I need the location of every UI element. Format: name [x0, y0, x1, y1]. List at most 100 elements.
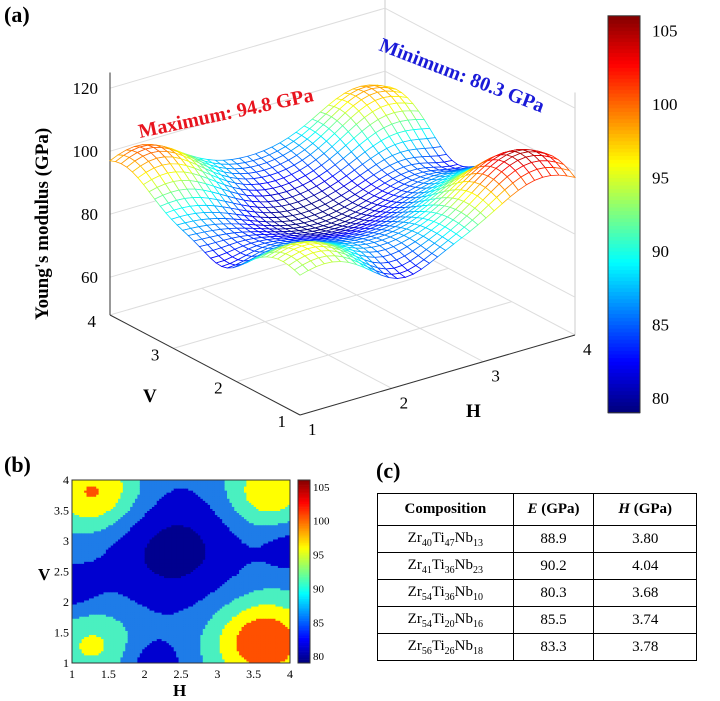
contour-cell: [79, 626, 83, 629]
contour-cell: [139, 644, 143, 648]
contour-cell: [86, 500, 90, 503]
contour-cell: [120, 610, 124, 613]
contour-cell: [91, 604, 95, 607]
contour-cell: [72, 636, 75, 640]
contour-cell: [142, 593, 146, 597]
contour-cell: [84, 498, 88, 501]
contour-cell: [110, 534, 114, 538]
contour-cell: [120, 593, 124, 597]
contour-cell: [115, 585, 119, 589]
contour-cell: [81, 577, 85, 581]
contour-cell: [86, 640, 90, 644]
contour-cell: [164, 518, 167, 522]
contour-cell: [122, 599, 126, 603]
contour-cell: [139, 545, 143, 548]
contour-cell: [81, 658, 85, 662]
contour-cell: [84, 591, 88, 595]
contour-cell: [161, 638, 165, 642]
contour-cell: [151, 648, 155, 652]
contour-cell: [137, 510, 141, 514]
contour-cell: [125, 636, 129, 640]
contour-cell: [149, 648, 153, 652]
contour-cell: [91, 646, 95, 650]
contour-cell: [72, 551, 75, 554]
contour-cell: [147, 514, 151, 518]
contour-cell: [164, 638, 167, 642]
contour-cell: [122, 620, 126, 623]
contour-cell: [159, 610, 163, 613]
contour-cell: [132, 573, 136, 577]
contour-cell: [142, 577, 146, 581]
colorbar-segment: [608, 236, 640, 241]
contour-cell: [96, 553, 100, 556]
colorbar-segment: [608, 394, 640, 399]
contour-cell: [113, 502, 117, 505]
contour-cell: [159, 652, 163, 656]
contour-cell: [139, 543, 143, 546]
contour-cell: [144, 551, 148, 554]
contour-cell: [147, 575, 151, 579]
contour-cell: [139, 534, 143, 538]
contour-cell: [151, 579, 155, 583]
contour-cell: [168, 547, 172, 550]
contour-cell: [154, 494, 158, 497]
contour-cell: [105, 585, 109, 589]
contour-cell: [93, 504, 97, 507]
contour-cell: [84, 545, 88, 548]
contour-cell: [96, 496, 100, 499]
contour-cell: [149, 575, 153, 579]
contour-cell: [98, 553, 102, 556]
contour-cell: [161, 490, 165, 493]
contour-cell: [86, 506, 90, 509]
contour-cell: [166, 500, 170, 503]
contour-cell: [84, 632, 88, 636]
contour-cell: [168, 630, 172, 633]
contour-cell: [122, 612, 126, 615]
contour-cell: [118, 638, 121, 642]
contour-cell: [88, 628, 92, 631]
contour-cell: [115, 626, 119, 629]
contour-cell: [120, 585, 124, 589]
contour-cell: [72, 514, 75, 518]
contour-cell: [113, 520, 117, 524]
contour-cell: [132, 599, 136, 603]
contour-cell: [139, 551, 143, 554]
contour-cell: [137, 561, 141, 564]
contour-cell: [118, 648, 121, 652]
contour-cell: [159, 536, 163, 540]
contour-cell: [137, 612, 141, 615]
contour-cell: [72, 482, 75, 485]
contour-cell: [149, 543, 153, 546]
contour-cell: [88, 575, 92, 579]
contour-cell: [156, 636, 160, 640]
contour-cell: [149, 628, 153, 631]
colorbar-segment: [608, 247, 640, 252]
contour-cell: [156, 506, 160, 509]
contour-cell: [79, 589, 83, 593]
contour-cell: [149, 652, 153, 656]
contour-cell: [120, 640, 124, 644]
contour-cell: [88, 492, 92, 495]
contour-cell: [147, 516, 151, 520]
contour-cell: [79, 498, 83, 501]
contour-cell: [93, 563, 97, 566]
contour-cell: [91, 608, 95, 611]
contour-cell: [76, 593, 80, 597]
contour-cell: [149, 624, 153, 627]
contour-cell: [130, 618, 134, 621]
contour-cell: [118, 650, 121, 654]
contour-cell: [151, 506, 155, 509]
contour-cell: [127, 599, 131, 603]
contour-cell: [113, 567, 117, 570]
contour-cell: [132, 610, 136, 613]
contour-cell: [79, 648, 83, 652]
contour-cell: [81, 652, 85, 656]
contour-cell: [147, 604, 151, 607]
contour-cell: [110, 577, 114, 581]
contour-cell: [154, 630, 158, 633]
contour-cell: [79, 534, 83, 538]
contour-cell: [81, 626, 85, 629]
contour-cell: [79, 482, 83, 485]
contour-cell: [105, 608, 109, 611]
contour-cell: [72, 510, 75, 514]
